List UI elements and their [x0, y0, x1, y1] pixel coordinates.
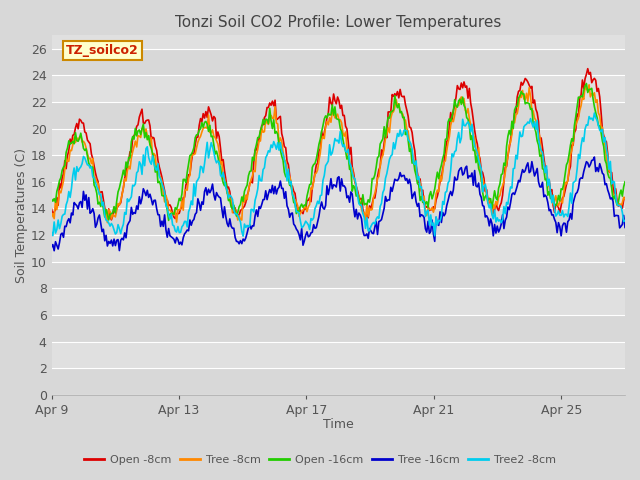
Bar: [51, 368, 625, 395]
Bar: [51, 102, 625, 129]
Title: Tonzi Soil CO2 Profile: Lower Temperatures: Tonzi Soil CO2 Profile: Lower Temperatur…: [175, 15, 502, 30]
X-axis label: Time: Time: [323, 419, 354, 432]
Text: TZ_soilco2: TZ_soilco2: [66, 44, 139, 57]
Bar: [51, 262, 625, 288]
Bar: [51, 288, 625, 315]
Bar: [51, 208, 625, 235]
Bar: [51, 235, 625, 262]
Bar: [51, 48, 625, 75]
Bar: [51, 182, 625, 208]
Y-axis label: Soil Temperatures (C): Soil Temperatures (C): [15, 148, 28, 283]
Bar: [51, 315, 625, 342]
Bar: [51, 75, 625, 102]
Bar: [51, 155, 625, 182]
Legend: Open -8cm, Tree -8cm, Open -16cm, Tree -16cm, Tree2 -8cm: Open -8cm, Tree -8cm, Open -16cm, Tree -…: [80, 451, 560, 469]
Bar: [51, 129, 625, 155]
Bar: [51, 342, 625, 368]
